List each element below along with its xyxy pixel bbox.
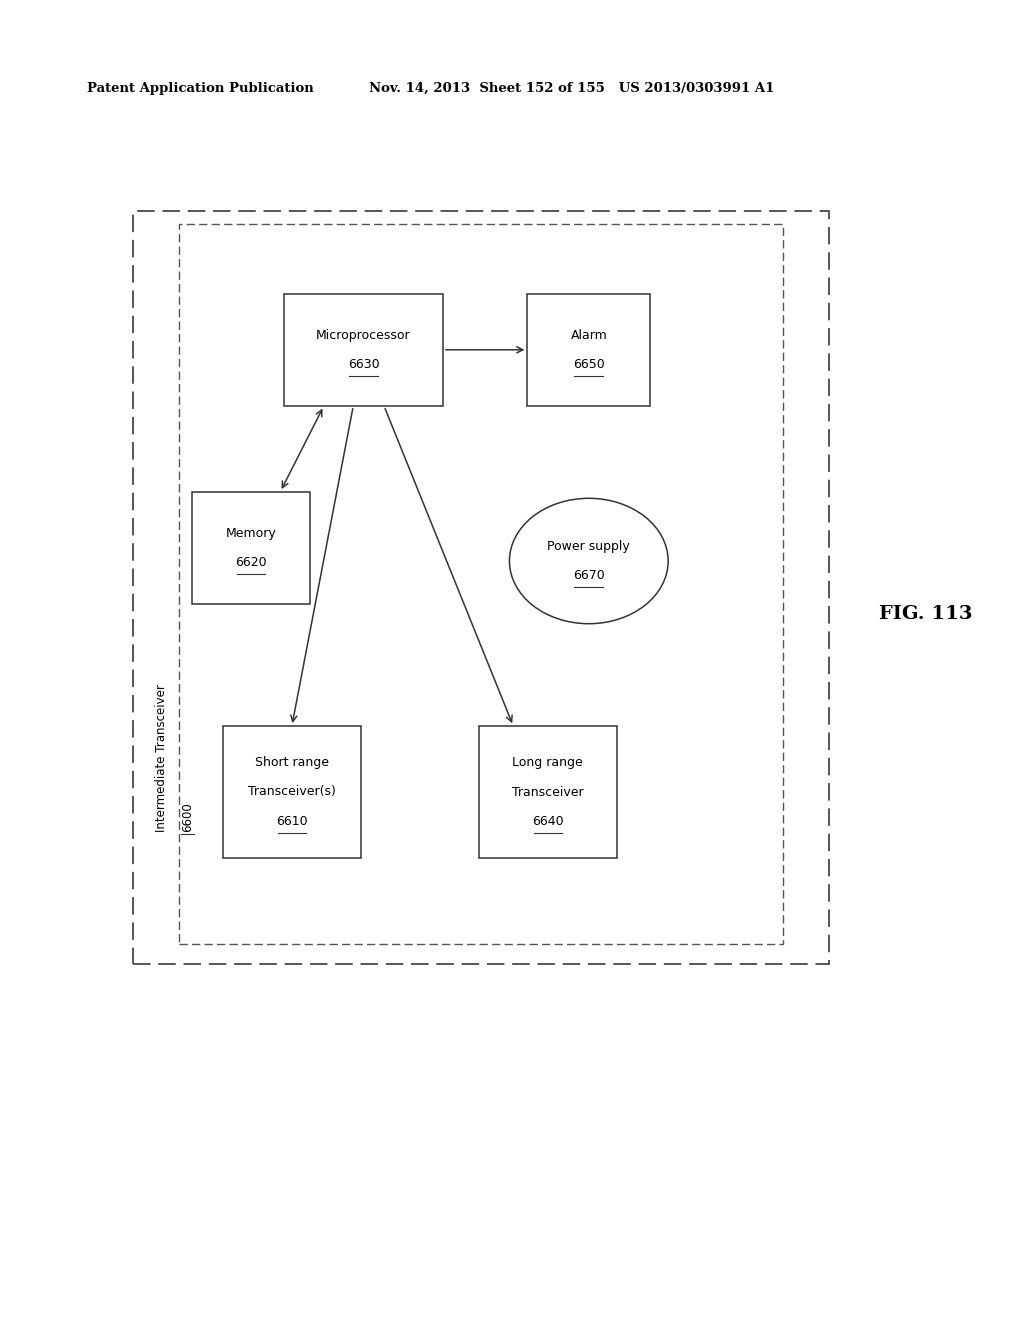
Text: FIG. 113: FIG. 113 xyxy=(879,605,972,623)
Text: Transceiver(s): Transceiver(s) xyxy=(248,785,336,799)
Text: Intermediate Transceiver: Intermediate Transceiver xyxy=(156,684,168,832)
Text: 6640: 6640 xyxy=(532,814,563,828)
Text: Short range: Short range xyxy=(255,756,329,770)
Text: 6670: 6670 xyxy=(572,569,605,582)
Ellipse shape xyxy=(509,499,668,624)
Bar xyxy=(479,726,616,858)
Text: 6630: 6630 xyxy=(348,358,379,371)
Text: Microprocessor: Microprocessor xyxy=(316,329,411,342)
Text: 6600: 6600 xyxy=(181,801,194,832)
Bar xyxy=(193,492,309,605)
Text: Patent Application Publication: Patent Application Publication xyxy=(87,82,313,95)
Bar xyxy=(527,294,650,407)
Text: 6610: 6610 xyxy=(276,814,307,828)
Text: Long range: Long range xyxy=(512,756,584,770)
Text: 6620: 6620 xyxy=(236,556,266,569)
Text: 6650: 6650 xyxy=(572,358,605,371)
Bar xyxy=(222,726,360,858)
Text: Transceiver: Transceiver xyxy=(512,785,584,799)
Bar xyxy=(133,211,829,964)
Text: Memory: Memory xyxy=(225,527,276,540)
Text: Power supply: Power supply xyxy=(548,540,630,553)
Bar xyxy=(179,224,783,944)
Bar xyxy=(284,294,442,407)
Text: Alarm: Alarm xyxy=(570,329,607,342)
Text: Nov. 14, 2013  Sheet 152 of 155   US 2013/0303991 A1: Nov. 14, 2013 Sheet 152 of 155 US 2013/0… xyxy=(369,82,774,95)
